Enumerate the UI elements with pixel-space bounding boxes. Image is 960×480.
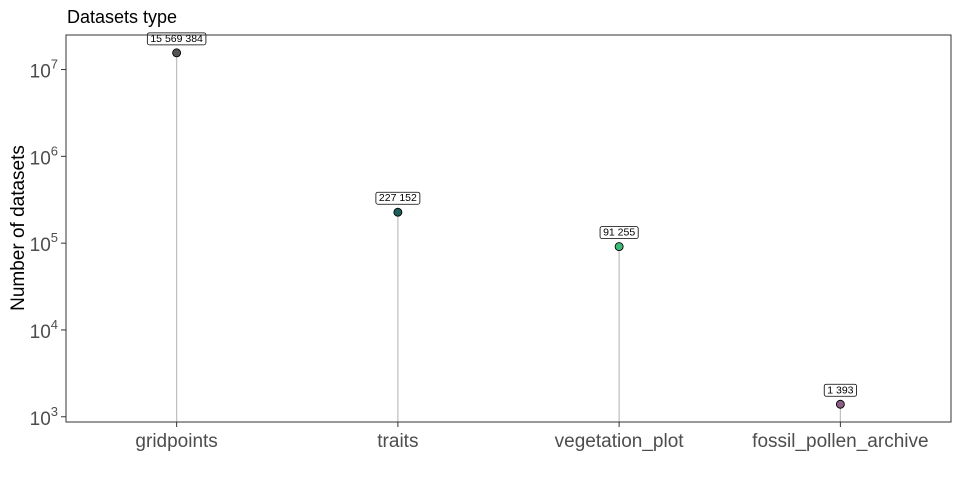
data-label-box — [375, 191, 421, 205]
data-label-box — [599, 226, 639, 239]
point-fossil_pollen_archive — [835, 399, 845, 409]
point-gridpoints — [172, 48, 182, 58]
data-label-gridpoints: 15 569 384 — [146, 32, 207, 46]
y-tick-base: 10 — [30, 148, 51, 169]
y-tick-label: 103 — [30, 404, 58, 430]
point-traits — [393, 207, 403, 217]
point-vegetation_plot — [614, 242, 624, 252]
data-label-fossil_pollen_archive: 1 393 — [823, 383, 857, 397]
data-label-text: 91 255 — [603, 227, 635, 239]
stems — [176, 52, 841, 422]
y-tick-label: 107 — [30, 57, 58, 83]
data-label-traits: 227 152 — [375, 191, 421, 205]
y-tick-exponent: 3 — [51, 404, 58, 419]
chart-title: Datasets type — [67, 7, 177, 27]
x-axis: gridpoints traits vegetation_plot fossil_po… — [135, 422, 929, 452]
y-tick-base: 10 — [30, 322, 51, 343]
y-tick-base: 10 — [30, 409, 51, 430]
x-tick-label: fossil_pollen_archive — [752, 431, 928, 452]
data-label-box — [823, 383, 857, 397]
y-tick-exponent: 4 — [51, 317, 58, 332]
x-tick-label: traits — [377, 431, 418, 452]
x-tick-label: vegetation_plot — [555, 431, 685, 452]
x-tick-label: gridpoints — [135, 431, 217, 452]
y-tick-exponent: 6 — [51, 143, 58, 158]
data-label-box — [146, 32, 207, 46]
y-tick-base: 10 — [30, 235, 51, 256]
y-tick-label: 105 — [30, 230, 58, 256]
y-tick-label: 104 — [30, 317, 58, 343]
plot-panel — [65, 34, 952, 423]
y-tick-exponent: 7 — [51, 57, 58, 72]
data-labels: 15 569 384 227 152 91 255 1 393 — [146, 32, 857, 397]
data-label-text: 15 569 384 — [150, 33, 203, 45]
y-tick-label: 106 — [30, 143, 58, 169]
y-tick-base: 10 — [30, 62, 51, 83]
points — [172, 48, 845, 409]
y-tick-exponent: 5 — [51, 230, 58, 245]
data-label-vegetation_plot: 91 255 — [599, 226, 639, 239]
y-axis-title: Number of datasets — [8, 145, 29, 311]
data-label-text: 227 152 — [379, 192, 417, 204]
data-label-text: 1 393 — [827, 384, 853, 396]
